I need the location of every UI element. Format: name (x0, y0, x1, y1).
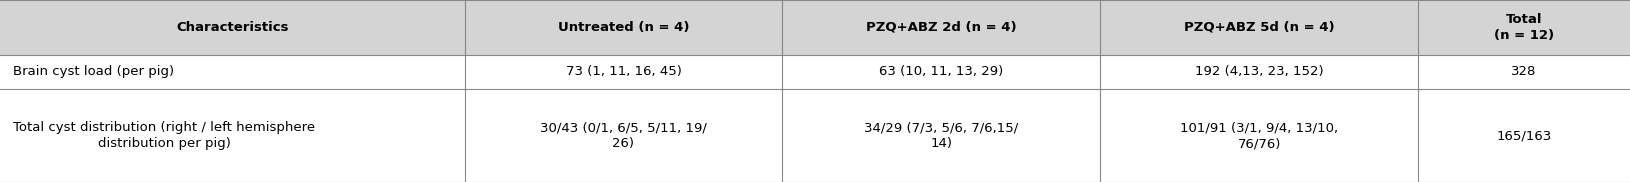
Text: 34/29 (7/3, 5/6, 7/6,15/
14): 34/29 (7/3, 5/6, 7/6,15/ 14) (864, 121, 1019, 150)
Bar (465, 55, 782, 89)
Text: 165/163: 165/163 (1496, 129, 1552, 142)
Bar (782, 55, 1100, 89)
Bar (1100, 55, 1418, 89)
Bar (0, 0, 465, 55)
Text: 101/91 (3/1, 9/4, 13/10,
76/76): 101/91 (3/1, 9/4, 13/10, 76/76) (1180, 121, 1338, 150)
Bar (1418, 0, 1630, 55)
Bar (1418, 89, 1630, 182)
Bar (465, 89, 782, 182)
Bar (1100, 89, 1418, 182)
Bar (782, 89, 1100, 182)
Text: 192 (4,13, 23, 152): 192 (4,13, 23, 152) (1195, 65, 1324, 78)
Text: PZQ+ABZ 2d (n = 4): PZQ+ABZ 2d (n = 4) (866, 21, 1017, 34)
Text: 63 (10, 11, 13, 29): 63 (10, 11, 13, 29) (879, 65, 1004, 78)
Text: 30/43 (0/1, 6/5, 5/11, 19/
26): 30/43 (0/1, 6/5, 5/11, 19/ 26) (540, 121, 707, 150)
Text: Untreated (n = 4): Untreated (n = 4) (557, 21, 689, 34)
Bar (782, 0, 1100, 55)
Text: Total
(n = 12): Total (n = 12) (1495, 13, 1553, 42)
Bar (0, 89, 465, 182)
Text: 73 (1, 11, 16, 45): 73 (1, 11, 16, 45) (566, 65, 681, 78)
Bar (465, 0, 782, 55)
Text: Characteristics: Characteristics (176, 21, 289, 34)
Bar (1418, 55, 1630, 89)
Text: Brain cyst load (per pig): Brain cyst load (per pig) (13, 65, 174, 78)
Text: Total cyst distribution (right / left hemisphere
distribution per pig): Total cyst distribution (right / left he… (13, 121, 315, 150)
Bar (0, 55, 465, 89)
Text: 328: 328 (1511, 65, 1537, 78)
Text: PZQ+ABZ 5d (n = 4): PZQ+ABZ 5d (n = 4) (1183, 21, 1335, 34)
Bar (1100, 0, 1418, 55)
